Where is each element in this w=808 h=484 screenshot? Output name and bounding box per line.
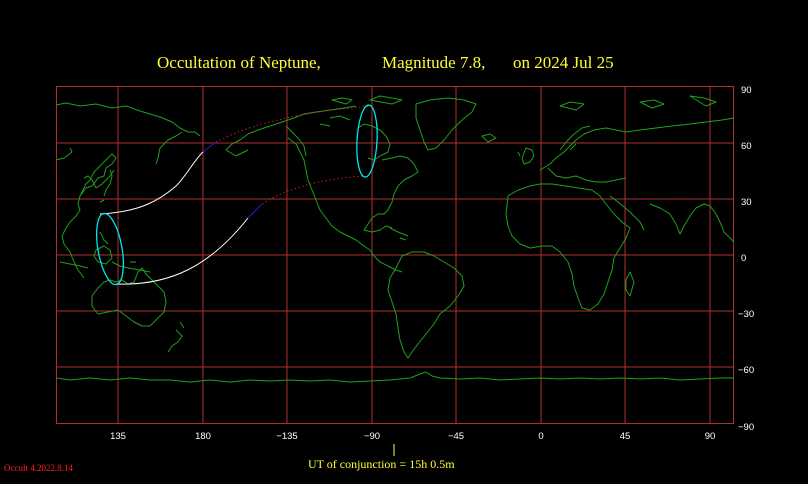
coast-europe <box>539 117 735 183</box>
path-limit-north-day <box>99 151 204 215</box>
coastlines <box>55 95 735 383</box>
coast-south-america <box>387 251 465 359</box>
coast-na-east <box>363 155 419 233</box>
lon-label-135: 135 <box>110 431 126 442</box>
occultation-path <box>99 105 373 285</box>
latitude-labels: 90 60 30 0 −30 −60 −90 <box>738 85 754 433</box>
lat-label-minus60: −60 <box>738 365 754 376</box>
path-limit-north-twilight <box>202 141 217 153</box>
graticule <box>56 86 734 424</box>
coast-east-asia <box>55 102 201 279</box>
lat-label-0: 0 <box>741 253 746 264</box>
lon-label-180: 180 <box>195 431 211 442</box>
coast-australia <box>91 267 167 327</box>
coast-madagascar <box>625 271 635 297</box>
path-limit-south-night <box>261 175 365 205</box>
title-magnitude: Magnitude 7.8, <box>382 53 485 72</box>
lon-label-minus90: −90 <box>364 431 380 442</box>
coast-africa <box>505 183 631 311</box>
path-limit-north-night <box>215 105 373 143</box>
coast-caribbean <box>389 227 409 241</box>
coast-greenland <box>415 97 477 151</box>
coast-arabia-india <box>609 195 735 243</box>
path-limit-south-twilight <box>247 203 263 219</box>
path-limit-south-day <box>115 217 249 285</box>
lat-label-minus90: −90 <box>738 422 754 433</box>
longitude-labels: 135 180 −135 −90 −45 0 45 90 <box>110 431 715 442</box>
lon-label-45: 45 <box>620 431 631 442</box>
conjunction-label: UT of conjunction = 15h 0.5m <box>308 457 455 471</box>
coast-hudson <box>319 115 391 161</box>
oval-pacific-rise <box>95 212 125 286</box>
coast-antarctica <box>55 371 734 383</box>
coast-na-west <box>287 137 375 257</box>
software-credit: Occult 4.2022.8.14 <box>4 463 73 473</box>
coast-japan <box>99 169 113 203</box>
lat-label-60: 60 <box>741 141 752 152</box>
coast-scandinavia <box>559 125 591 151</box>
coast-central-america <box>373 255 403 273</box>
lon-label-minus135: −135 <box>276 431 297 442</box>
title-event: Occultation of Neptune, <box>157 53 321 72</box>
lon-label-90: 90 <box>705 431 716 442</box>
lat-label-minus30: −30 <box>738 309 754 320</box>
coast-arctic-islands <box>331 95 717 111</box>
coast-indonesia <box>59 231 151 273</box>
lat-label-90: 90 <box>741 85 752 96</box>
coast-uk <box>517 147 535 165</box>
coast-iceland <box>481 133 497 143</box>
coast-alaska <box>225 105 357 157</box>
lon-label-minus45: −45 <box>448 431 464 442</box>
lat-label-30: 30 <box>741 197 752 208</box>
title-date: on 2024 Jul 25 <box>513 53 614 72</box>
visibility-ovals <box>95 104 378 286</box>
coast-new-zealand <box>167 321 185 353</box>
coast-kamchatka <box>155 131 183 165</box>
oval-north-america-set <box>356 104 378 178</box>
lon-label-0: 0 <box>538 431 543 442</box>
